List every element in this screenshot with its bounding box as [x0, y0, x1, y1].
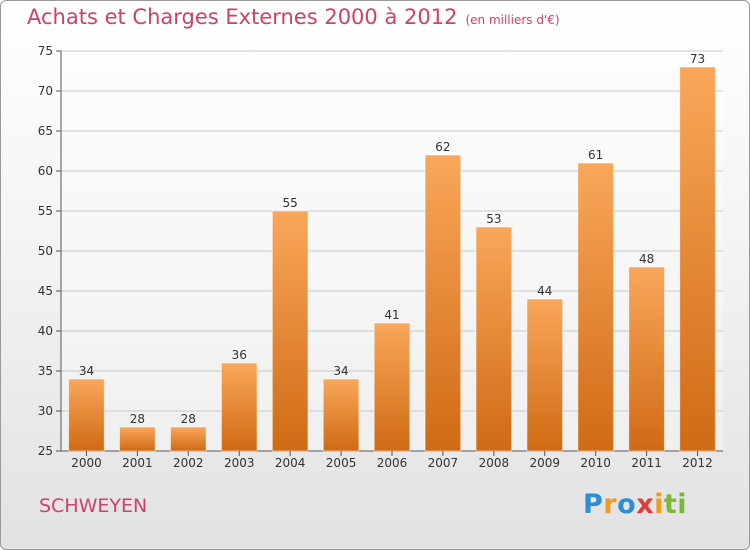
bar	[577, 162, 615, 452]
value-label: 61	[588, 148, 603, 162]
x-tick-label: 2001	[122, 456, 153, 470]
y-tick-label: 70	[38, 84, 53, 98]
unit-label: (en milliers d'€)	[465, 13, 560, 27]
x-tick-label: 2000	[71, 456, 102, 470]
value-label: 73	[690, 52, 705, 66]
x-tick-label: 2002	[173, 456, 204, 470]
x-tick-label: 2003	[224, 456, 255, 470]
proxiti-logo: Proxiti	[583, 489, 687, 520]
y-tick-label: 50	[38, 244, 53, 258]
value-label: 28	[181, 412, 196, 426]
value-label: 36	[232, 348, 247, 362]
y-tick-label: 40	[38, 324, 53, 338]
x-tick-label: 2004	[275, 456, 306, 470]
y-tick-label: 65	[38, 124, 53, 138]
x-tick-label: 2006	[377, 456, 408, 470]
title-text: Achats et Charges Externes 2000 à 2012	[27, 5, 458, 29]
value-label: 28	[130, 412, 145, 426]
bar	[169, 426, 207, 452]
x-tick-label: 2011	[631, 456, 662, 470]
logo-letter-2: r	[603, 489, 618, 520]
bar	[526, 298, 564, 452]
bar	[119, 426, 156, 452]
y-tick-label: 75	[38, 44, 53, 58]
x-tick-label: 2008	[479, 456, 510, 470]
logo-letter-1: P	[583, 489, 604, 520]
logo-letter-6: ti	[663, 489, 688, 520]
value-label: 62	[435, 140, 450, 154]
value-label: 55	[283, 196, 298, 210]
x-tick-label: 2012	[682, 456, 713, 470]
logo-letter-3: o	[617, 489, 637, 520]
y-tick-label: 25	[38, 444, 53, 458]
bar	[220, 362, 258, 452]
y-tick-label: 45	[38, 284, 53, 298]
value-label: 41	[384, 308, 399, 322]
bar	[679, 66, 716, 452]
bar	[271, 210, 309, 452]
bar	[373, 322, 411, 452]
chart-title: Achats et Charges Externes 2000 à 2012 (e…	[27, 5, 560, 29]
x-tick-label: 2007	[428, 456, 459, 470]
bar	[322, 378, 360, 452]
value-label: 34	[79, 364, 94, 378]
y-tick-label: 30	[38, 404, 53, 418]
y-tick-label: 60	[38, 164, 53, 178]
x-tick-label: 2005	[326, 456, 357, 470]
logo-letter-5: i	[654, 489, 664, 520]
value-label: 34	[333, 364, 348, 378]
y-tick-label: 35	[38, 364, 53, 378]
bar	[628, 266, 665, 452]
place-name: SCHWEYEN	[39, 495, 148, 517]
y-tick-label: 55	[38, 204, 53, 218]
value-label: 44	[537, 284, 552, 298]
bar	[424, 154, 462, 452]
bar	[475, 226, 513, 452]
bar	[68, 378, 105, 452]
value-label: 53	[486, 212, 501, 226]
x-tick-label: 2010	[580, 456, 611, 470]
logo-letter-4: x	[636, 489, 655, 520]
x-tick-label: 2009	[529, 456, 560, 470]
value-label: 48	[639, 252, 654, 266]
